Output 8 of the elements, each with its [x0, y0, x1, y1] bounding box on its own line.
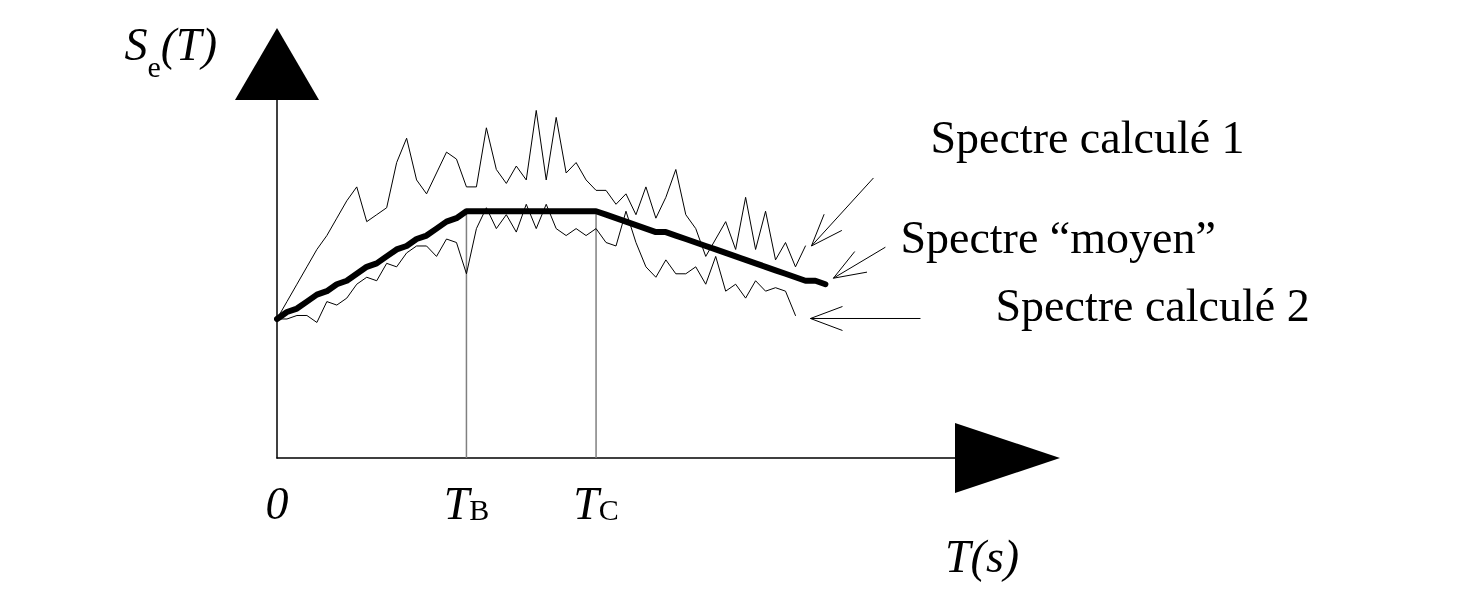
legend-label: Spectre “moyen”	[900, 211, 1216, 263]
x-tick-label: TB	[443, 477, 490, 529]
legend-label: Spectre calculé 2	[995, 280, 1310, 331]
x-tick-label: TC	[573, 477, 619, 529]
y-axis-title: S$_{e}$(T)	[124, 19, 217, 83]
x-axis-title: T(s)	[945, 530, 1020, 582]
x-tick-label: 0	[265, 477, 289, 529]
text: Spectre calculé 1	[930, 112, 1245, 164]
